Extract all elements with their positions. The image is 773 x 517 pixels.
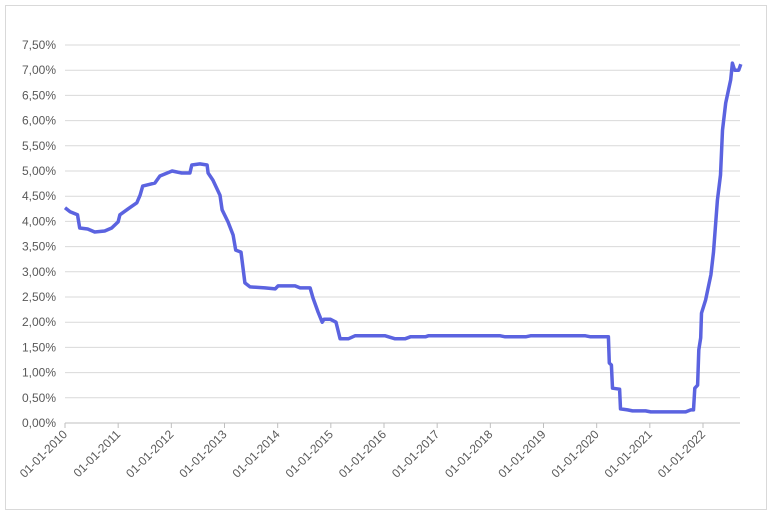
y-tick-label: 0,00% xyxy=(22,416,56,430)
x-tick-label: 01-01-2011 xyxy=(71,427,124,480)
x-tick-label: 01-01-2012 xyxy=(123,427,177,481)
y-tick-label: 7,50% xyxy=(22,38,56,52)
y-tick-label: 6,00% xyxy=(22,114,56,128)
y-axis-ticks: 0,00% 0,50% 1,00% 1,50% 2,00% 2,50% 3,00% 3,50%… xyxy=(22,38,56,430)
series-line xyxy=(63,61,743,414)
y-tick-label: 1,50% xyxy=(22,340,56,354)
y-tick-label: 3,00% xyxy=(22,265,56,279)
y-tick-label: 2,50% xyxy=(22,290,56,304)
y-tick-label: 0,50% xyxy=(22,391,56,405)
x-tick-label: 01-01-2010 xyxy=(17,427,71,481)
chart-frame xyxy=(5,5,767,510)
x-tick-label: 01-01-2016 xyxy=(336,427,390,481)
y-tick-label: 4,00% xyxy=(22,214,56,228)
x-tick-label: 01-01-2014 xyxy=(229,427,283,481)
y-tick-label: 5,00% xyxy=(22,164,56,178)
y-tick-label: 2,00% xyxy=(22,315,56,329)
y-tick-label: 1,00% xyxy=(22,366,56,380)
x-axis-ticks: 01-01-2010 01-01-2011 01-01-2012 01-01-2013… xyxy=(17,423,709,481)
data-points xyxy=(65,63,741,412)
gridlines xyxy=(65,44,740,424)
x-tick-label: 01-01-2019 xyxy=(495,427,549,481)
x-tick-label: 01-01-2013 xyxy=(176,427,230,481)
x-tick-label: 01-01-2015 xyxy=(283,427,337,481)
x-tick-label: 01-01-2021 xyxy=(602,427,656,481)
y-tick-label: 3,50% xyxy=(22,240,56,254)
y-tick-label: 4,50% xyxy=(22,189,56,203)
x-tick-label: 01-01-2017 xyxy=(389,427,443,481)
x-tick-label: 01-01-2020 xyxy=(548,427,602,481)
y-tick-label: 6,50% xyxy=(22,88,56,102)
x-tick-label: 01-01-2022 xyxy=(655,427,709,481)
x-tick-label: 01-01-2018 xyxy=(442,427,496,481)
y-tick-label: 5,50% xyxy=(22,139,56,153)
y-tick-label: 7,00% xyxy=(22,63,56,77)
